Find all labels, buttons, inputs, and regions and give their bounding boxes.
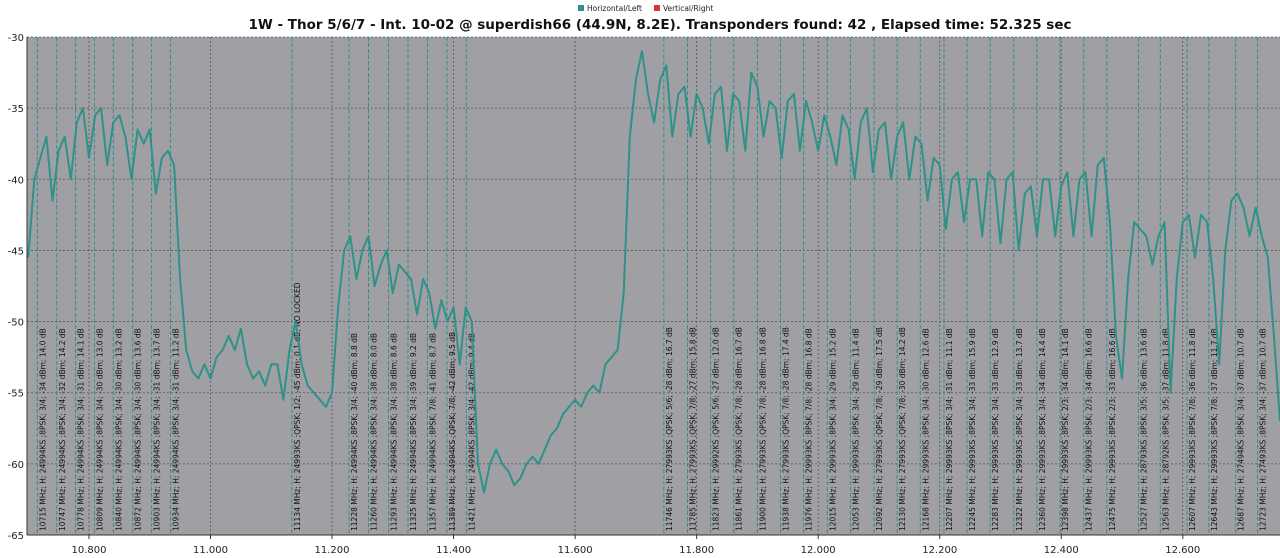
y-tick-label: -40 [8, 175, 24, 186]
transponder-label: 12053 MHz; H; 29993KS ;8PSK; 3/4; -29 dB… [851, 328, 860, 531]
y-tick-label: -45 [8, 246, 24, 257]
transponder-label: 11389 MHz; H; 24994KS ;QPSK; 7/8; -42 dB… [448, 332, 457, 531]
transponder-label: 10903 MHz; H; 24994KS ;8PSK; 3/4; -31 dB… [153, 328, 162, 531]
spectrum-line [27, 50, 1280, 494]
transponder-label: 12245 MHz; H; 29993KS ;8PSK; 3/4; -33 dB… [968, 328, 977, 531]
x-tick-label: 12.600 [1165, 545, 1200, 556]
transponder-label: 12398 MHz; H; 29993KS ;8PSK; 2/3; -34 dB… [1061, 328, 1070, 531]
transponder-label: 12360 MHz; H; 29993KS ;8PSK; 3/4; -34 dB… [1038, 328, 1047, 531]
transponder-label: 12092 MHz; H; 27993KS ;QPSK; 7/8; -29 dB… [875, 327, 884, 531]
legend-swatch [578, 5, 584, 11]
transponder-label: 11861 MHz; H; 27993KS ;QPSK; 7/8; -28 dB… [735, 327, 744, 531]
y-tick-label: -50 [8, 318, 24, 329]
transponder-label: 10778 MHz; H; 24994KS ;8PSK; 3/4; -31 dB… [77, 328, 86, 531]
y-tick-label: -30 [8, 33, 24, 44]
x-tick-label: 11.000 [193, 545, 228, 556]
x-tick-label: 11.200 [315, 545, 350, 556]
transponder-label: 12607 MHz; H; 29993KS ;8PSK; 7/8; -36 dB… [1188, 328, 1197, 531]
y-tick-label: -65 [8, 531, 24, 542]
transponder-label: 12283 MHz; H; 29993KS ;8PSK; 3/4; -33 dB… [991, 328, 1000, 531]
transponder-label: 10840 MHz; H; 24994KS ;8PSK; 3/4; -30 dB… [114, 328, 123, 531]
transponder-label: 11293 MHz; H; 24994KS ;8PSK; 3/4; -38 dB… [390, 333, 399, 531]
transponder-label: 12207 MHz; H; 29993KS ;8PSK; 3/4; -31 dB… [945, 328, 954, 531]
y-tick-label: -55 [8, 389, 24, 400]
x-tick-label: 12.200 [922, 545, 957, 556]
x-tick-label: 11.400 [436, 545, 471, 556]
y-tick-label: -60 [8, 460, 24, 471]
x-tick-label: 10.800 [71, 545, 106, 556]
transponder-label: 10747 MHz; H; 24994KS ;8PSK; 3/4; -32 dB… [58, 328, 67, 531]
transponder-label: 12723 MHz; H; 27493KS ;8PSK; 3/4; -37 dB… [1259, 328, 1268, 531]
legend-swatch [653, 5, 660, 11]
transponder-label: 12527 MHz; H; 28793KS ;8PSK; 3/5; -36 dB… [1139, 328, 1148, 531]
transponder-label: 12643 MHz; H; 29993KS ;8PSK; 7/8; -37 dB… [1210, 328, 1219, 531]
transponder-label: 10934 MHz; H; 24994KS ;8PSK; 3/4; -31 dB… [171, 328, 180, 531]
transponder-label: 11357 MHz; H; 24994KS ;8PSK; 7/8; -41 dB… [428, 333, 437, 531]
transponder-label: 11823 MHz; H; 29992KS ;QPSK; 5/6; -27 dB… [712, 327, 721, 531]
transponder-label: 12563 MHz; H; 28792KS ;8PSK; 3/5; -37 dB… [1161, 328, 1170, 531]
transponder-label: 11134 MHz; H; 24993KS ;QPSK; 1/2; -45 dB… [293, 282, 302, 531]
transponder-label: 12015 MHz; H; 29993KS ;8PSK; 3/4; -29 dB… [828, 328, 837, 531]
transponder-label: 11325 MHz; H; 24994KS ;8PSK; 3/4; -39 dB… [409, 333, 418, 531]
transponder-label: 12437 MHz; H; 29993KS ;8PSK; 2/3; -34 dB… [1085, 328, 1094, 531]
transponder-label: 11421 MHz; H; 24994KS ;8PSK; 3/4; -42 dB… [467, 333, 476, 531]
transponder-label: 12687 MHz; H; 27494KS ;8PSK; 3/4; -37 dB… [1237, 328, 1246, 531]
legend-label: Horizontal/Left [587, 4, 642, 13]
transponder-label: 11938 MHz; H; 27993KS ;QPSK; 7/8; -28 dB… [782, 327, 791, 531]
x-tick-label: 11.800 [679, 545, 714, 556]
legend-label: Vertical/Right [663, 4, 713, 13]
x-tick-label: 12.400 [1044, 545, 1079, 556]
transponder-label: 10809 MHz; H; 24994KS ;8PSK; 3/4; -30 dB… [95, 328, 104, 531]
transponder-label: 11785 MHz; H; 27993KS ;QPSK; 7/8; -27 dB… [689, 327, 698, 531]
transponder-label: 11260 MHz; H; 24994KS ;8PSK; 3/4; -38 dB… [370, 333, 379, 531]
y-tick-label: -35 [8, 104, 24, 115]
x-tick-label: 11.600 [558, 545, 593, 556]
transponder-label: 12130 MHz; H; 27993KS ;QPSK; 7/8; -30 dB… [898, 327, 907, 531]
transponder-label: 12322 MHz; H; 29993KS ;8PSK; 3/4; -33 dB… [1015, 328, 1024, 531]
transponder-label: 11746 MHz; H; 27993KS ;QPSK; 5/6; -28 dB… [665, 327, 674, 531]
chart-title: 1W - Thor 5/6/7 - Int. 10-02 @ superdish… [249, 17, 1072, 33]
transponder-label: 10715 MHz; H; 24994KS ;8PSK; 3/4; -34 dB… [38, 328, 47, 531]
transponder-label: 11976 MHz; H; 29993KS ;8PSK; 7/8; -28 dB… [805, 328, 814, 531]
transponder-label: 12168 MHz; H; 29993KS ;8PSK; 3/4; -30 dB… [921, 328, 930, 531]
transponder-label: 11900 MHz; H; 27993KS ;QPSK; 7/8; -28 dB… [758, 327, 767, 531]
transponder-label: 12475 MHz; H; 29993KS ;8PSK; 2/3; -33 dB… [1108, 328, 1117, 531]
transponder-label: 11228 MHz; H; 24994KS ;8PSK; 3/4; -40 dB… [350, 333, 359, 531]
x-tick-label: 12.000 [801, 545, 836, 556]
transponder-label: 10872 MHz; H; 24994KS ;8PSK; 3/4; -30 dB… [134, 328, 143, 531]
